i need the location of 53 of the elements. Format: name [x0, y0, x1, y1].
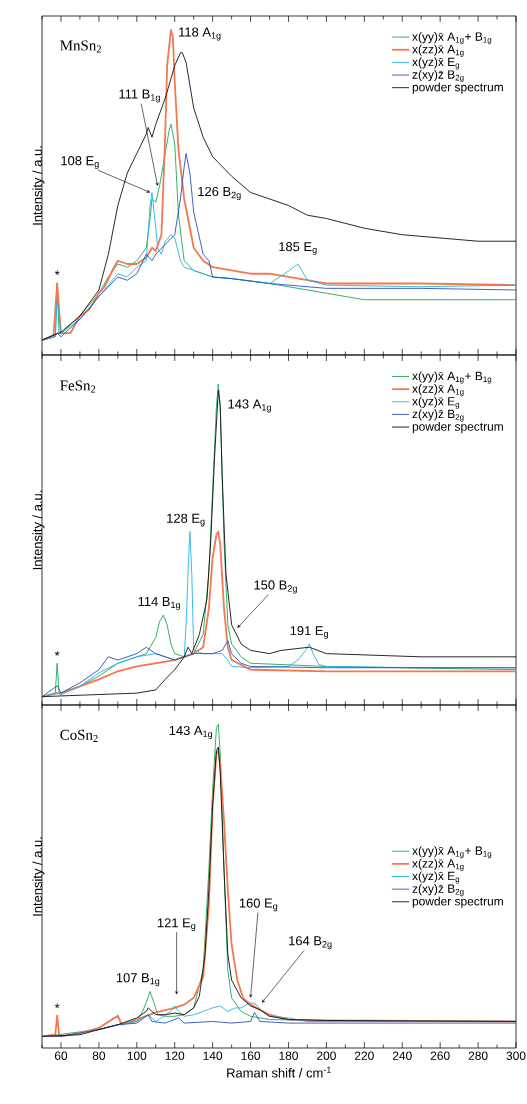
legend-label: x(zz)x̄ A$_{1g}$: [412, 44, 464, 57]
y-axis-title: Intensity / a.u.: [32, 490, 45, 570]
annotation: *: [54, 1003, 60, 1009]
x-tick-label: 240: [392, 1051, 412, 1060]
legend-label: x(yz)x̄ E$_{g}$: [412, 57, 460, 70]
annotation: *: [54, 270, 60, 275]
legend-label: x(yy)x̄ A$_{1g}$+ B$_{1g}$: [412, 32, 492, 45]
legend-label: powder spectrum: [412, 422, 503, 434]
annotation: 121 E$_{g}$: [157, 918, 196, 931]
annotation: 143 A$_{1g}$: [169, 725, 213, 739]
annotation: 128 E$_{g}$: [167, 513, 205, 527]
legend-label: powder spectrum: [412, 82, 503, 94]
y-axis-title: Intensity / a.u.: [32, 146, 45, 225]
chart-title: FeSn$_{2}$: [60, 380, 96, 393]
legend-label: x(zz)x̄ A$_{1g}$: [412, 858, 464, 871]
legend-label: z(xy)z̄ B$_{2g}$: [412, 409, 464, 422]
annotation: 164 B$_{2g}$: [289, 936, 332, 950]
legend-label: powder spectrum: [412, 896, 503, 908]
x-tick-label: 140: [203, 1051, 223, 1060]
legend-label: x(yy)x̄ A$_{1g}$+ B$_{1g}$: [412, 371, 492, 384]
text: MnSn$_{2}$: [60, 40, 101, 53]
legend-label: x(zz)x̄ A$_{1g}$: [412, 384, 464, 397]
legend-label: x(yz)x̄ E$_{g}$: [412, 871, 460, 884]
x-tick-label: 80: [92, 1051, 106, 1060]
annotation: 143 A$_{1g}$: [228, 399, 271, 413]
annotation: 185 E$_{g}$: [279, 242, 317, 255]
x-tick-label: 60: [54, 1051, 68, 1060]
x-tick-label: 200: [317, 1051, 336, 1060]
y-axis-title: Intensity / a.u.: [32, 837, 45, 916]
x-tick-label: 100: [127, 1051, 147, 1060]
annotation: 108 E$_{g}$: [61, 156, 99, 169]
x-tick-label: 220: [354, 1051, 374, 1060]
legend-label: x(yz)x̄ E$_{g}$: [412, 396, 460, 409]
annotation: 150 B$_{2g}$: [254, 580, 297, 594]
legend-label: x(yy)x̄ A$_{1g}$+ B$_{1g}$: [412, 846, 492, 859]
x-tick-label: 180: [279, 1051, 298, 1060]
annotation: 191 E$_{g}$: [290, 626, 328, 639]
x-tick-label: 120: [165, 1051, 185, 1060]
annotation: 160 E$_{g}$: [239, 898, 278, 912]
x-axis-title: Raman shift / cm$^{-1}$: [227, 1066, 331, 1078]
annotation: 118 A$_{1g}$: [179, 27, 221, 41]
x-tick-label: 300: [506, 1051, 526, 1060]
legend-label: z(xy)z̄ B$_{2g}$: [412, 69, 464, 83]
annotation: 114 B$_{1g}$: [138, 596, 180, 610]
x-tick-label: 160: [241, 1051, 261, 1060]
annotation: 111 B$_{1g}$: [119, 89, 160, 103]
annotation: 107 B$_{1g}$: [116, 973, 160, 987]
x-tick-label: 260: [430, 1051, 450, 1060]
x-tick-label: 280: [468, 1051, 488, 1060]
annotation: *: [54, 651, 60, 656]
annotation: 126 B$_{2g}$: [198, 186, 241, 201]
legend-label: z(xy)z̄ B$_{2g}$: [412, 884, 464, 897]
chart-title: CoSn$_{2}$: [60, 729, 98, 742]
